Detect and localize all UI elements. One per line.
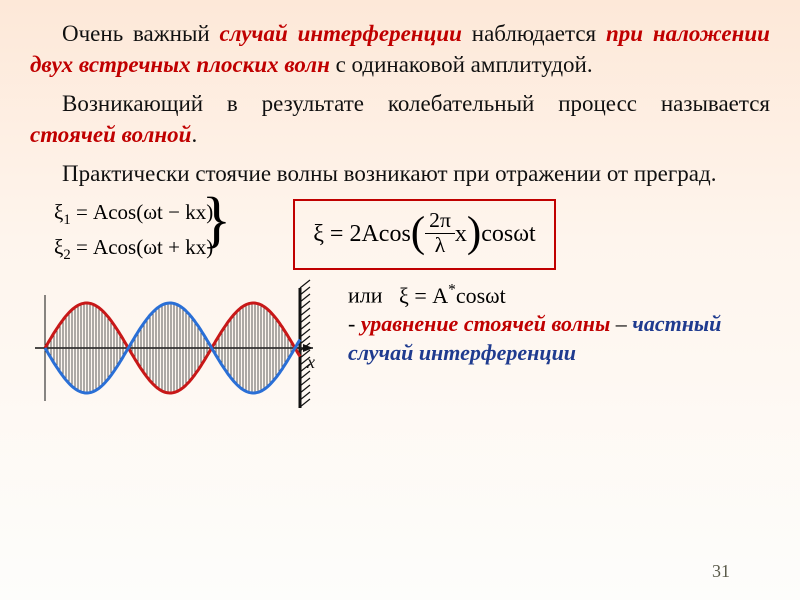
equation-system: ξ1 = Acos(ωt − kx) ξ2 = Acos(ωt + kx) } — [30, 197, 213, 266]
xi-inline: ξ — [399, 283, 409, 308]
inl-sup: * — [448, 281, 456, 298]
p1-em1: случай интерференции — [220, 21, 462, 46]
eq2-rhs: = Acos(ωt + kx) — [71, 235, 214, 259]
xi: ξ — [54, 200, 63, 224]
eq1-rhs: = Acos(ωt − kx) — [71, 200, 214, 224]
box-post: cosωt — [481, 221, 535, 247]
inl-pre: = A — [409, 283, 448, 308]
wave-svg: x — [30, 278, 330, 428]
xi-box: ξ — [313, 221, 324, 247]
ili: или — [348, 283, 383, 308]
eq-line-2: ξ2 = Acos(ωt + kx) — [54, 232, 213, 267]
box-pre: = 2Acos — [324, 221, 411, 247]
paragraph-3: Практически стоячие волны возникают при … — [30, 158, 770, 189]
dash: - — [348, 311, 361, 336]
p1-t3: с одинаковой амплитудой. — [330, 52, 593, 77]
lparen-icon: ( — [411, 209, 425, 256]
rparen-icon: ) — [467, 209, 481, 256]
p1-t2: наблюдается — [462, 21, 606, 46]
equations-row: ξ1 = Acos(ωt − kx) ξ2 = Acos(ωt + kx) } … — [30, 197, 770, 270]
sub1: 1 — [63, 212, 70, 228]
fraction: 2πλ — [425, 209, 455, 258]
standing-wave-figure: x — [30, 278, 330, 433]
frac-num: 2π — [425, 209, 455, 234]
inl-post: cosωt — [456, 283, 506, 308]
p3-t1: Практически стоячие волны возникают при … — [62, 161, 716, 186]
p2-t2: . — [191, 122, 197, 147]
p1-t1: Очень важный — [62, 21, 220, 46]
paragraph-2: Возникающий в результате колебательный п… — [30, 88, 770, 150]
caption-line: - уравнение стоячей волны – частный случ… — [348, 310, 770, 367]
svg-text:x: x — [306, 352, 315, 372]
cap-t1: уравнение стоячей волны — [361, 311, 610, 336]
lower-row: x или ξ = A*cosωt - уравнение стоячей во… — [30, 278, 770, 433]
right-text-block: или ξ = A*cosωt - уравнение стоячей волн… — [348, 280, 770, 367]
p2-em1: стоячей волной — [30, 122, 191, 147]
xi2: ξ — [54, 235, 63, 259]
sub2: 2 — [63, 247, 70, 263]
p2-t1: Возникающий в результате колебательный п… — [62, 91, 770, 116]
eq-line-1: ξ1 = Acos(ωt − kx) — [54, 197, 213, 232]
cap-t2: – — [610, 311, 632, 336]
page-number: 31 — [712, 561, 730, 582]
curly-brace-icon: } — [201, 193, 231, 249]
inline-eq: ξ = A*cosωt — [399, 283, 506, 308]
frac-den: λ — [425, 234, 455, 258]
box-mid: x — [455, 221, 467, 247]
paragraph-1: Очень важный случай интерференции наблюд… — [30, 18, 770, 80]
inline-eq-row: или ξ = A*cosωt — [348, 280, 770, 310]
boxed-equation: ξ = 2Acos(2πλx)cosωt — [293, 199, 556, 270]
